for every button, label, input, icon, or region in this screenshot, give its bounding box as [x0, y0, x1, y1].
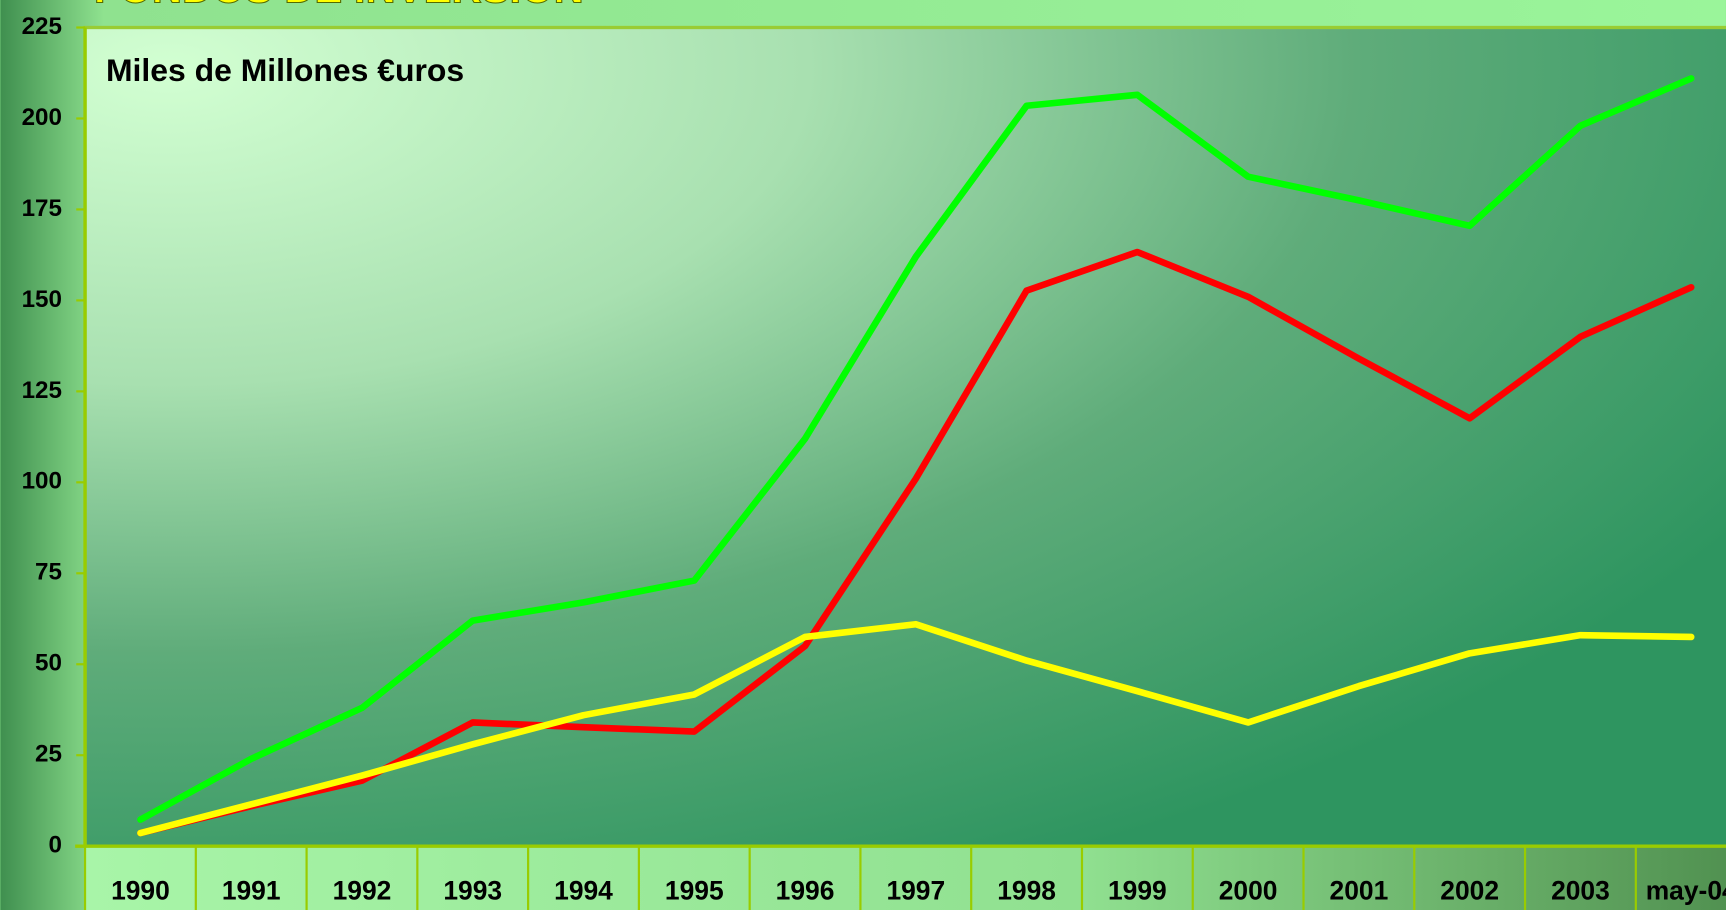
x-tick-label: 2003 — [1551, 875, 1610, 905]
x-tick-label: 2000 — [1219, 875, 1278, 905]
y-tick-label: 200 — [22, 104, 62, 131]
y-tick-label: 175 — [22, 195, 62, 222]
x-tick-label: 1993 — [443, 875, 502, 905]
x-tick-label: may-04 — [1646, 875, 1726, 905]
x-tick-label: 1994 — [554, 875, 613, 905]
y-tick-label: 50 — [35, 650, 62, 677]
y-tick-label: 75 — [35, 559, 62, 586]
series-line — [137, 248, 1695, 837]
x-tick-label: 1991 — [222, 875, 281, 905]
y-tick-label: 125 — [22, 377, 62, 404]
category-band — [85, 846, 1726, 910]
x-tick-label: 1990 — [111, 875, 170, 905]
x-tick-label: 1998 — [997, 875, 1056, 905]
x-tick-label: 1997 — [886, 875, 945, 905]
series-line — [137, 75, 1695, 823]
x-tick-label: 2001 — [1330, 875, 1389, 905]
x-tick-label: 1992 — [333, 875, 392, 905]
x-tick-label: 1996 — [776, 875, 835, 905]
x-tick-label: 2002 — [1440, 875, 1499, 905]
y-tick-label: 150 — [22, 286, 62, 313]
y-tick-label: 100 — [22, 468, 62, 495]
x-tick-label: 1999 — [1108, 875, 1167, 905]
y-tick-label: 225 — [22, 13, 62, 40]
series-line — [137, 620, 1695, 837]
chart-subtitle: Miles de Millones €uros — [106, 52, 464, 88]
chart-title: FONDOS DE INVERSIÓN — [94, 0, 584, 11]
y-tick-label: 0 — [48, 832, 61, 859]
x-tick-label: 1995 — [665, 875, 724, 905]
y-tick-label: 25 — [35, 741, 62, 768]
